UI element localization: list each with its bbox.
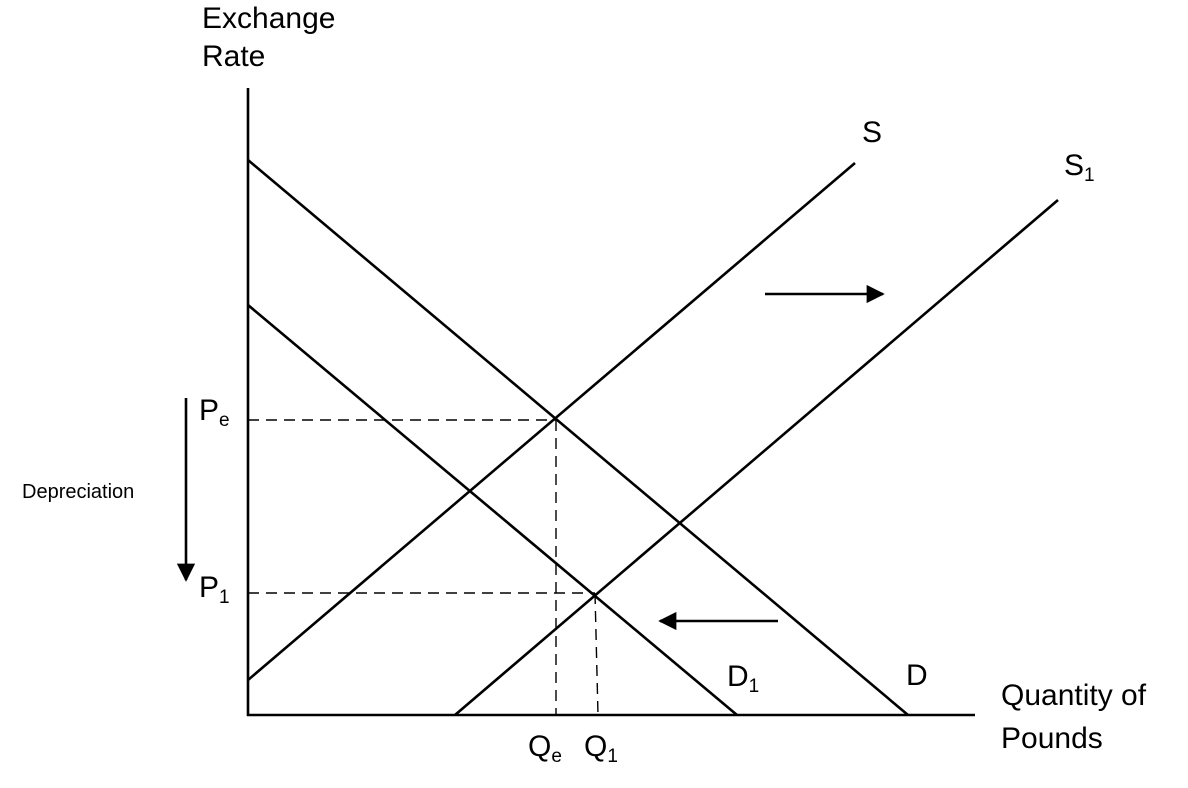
- label-qe: Qe: [528, 730, 562, 767]
- y-axis-label: Exchange Rate: [202, 2, 344, 73]
- label-p1: P1: [199, 571, 230, 608]
- label-s: S: [862, 116, 882, 149]
- demand-curve: [247, 159, 909, 716]
- depreciation-label: Depreciation: [22, 481, 134, 503]
- demand-curve-new: [247, 304, 738, 716]
- x-axis-label: Quantity of Pounds: [1001, 679, 1154, 755]
- label-s1: S1: [1064, 149, 1095, 186]
- q1-guide: [594, 592, 599, 716]
- label-d: D: [906, 659, 928, 692]
- label-pe: Pe: [199, 394, 230, 431]
- label-d1: D1: [727, 660, 759, 697]
- supply-curve-new: [454, 199, 1059, 716]
- label-q1: Q1: [584, 730, 618, 767]
- supply-curve: [247, 162, 856, 681]
